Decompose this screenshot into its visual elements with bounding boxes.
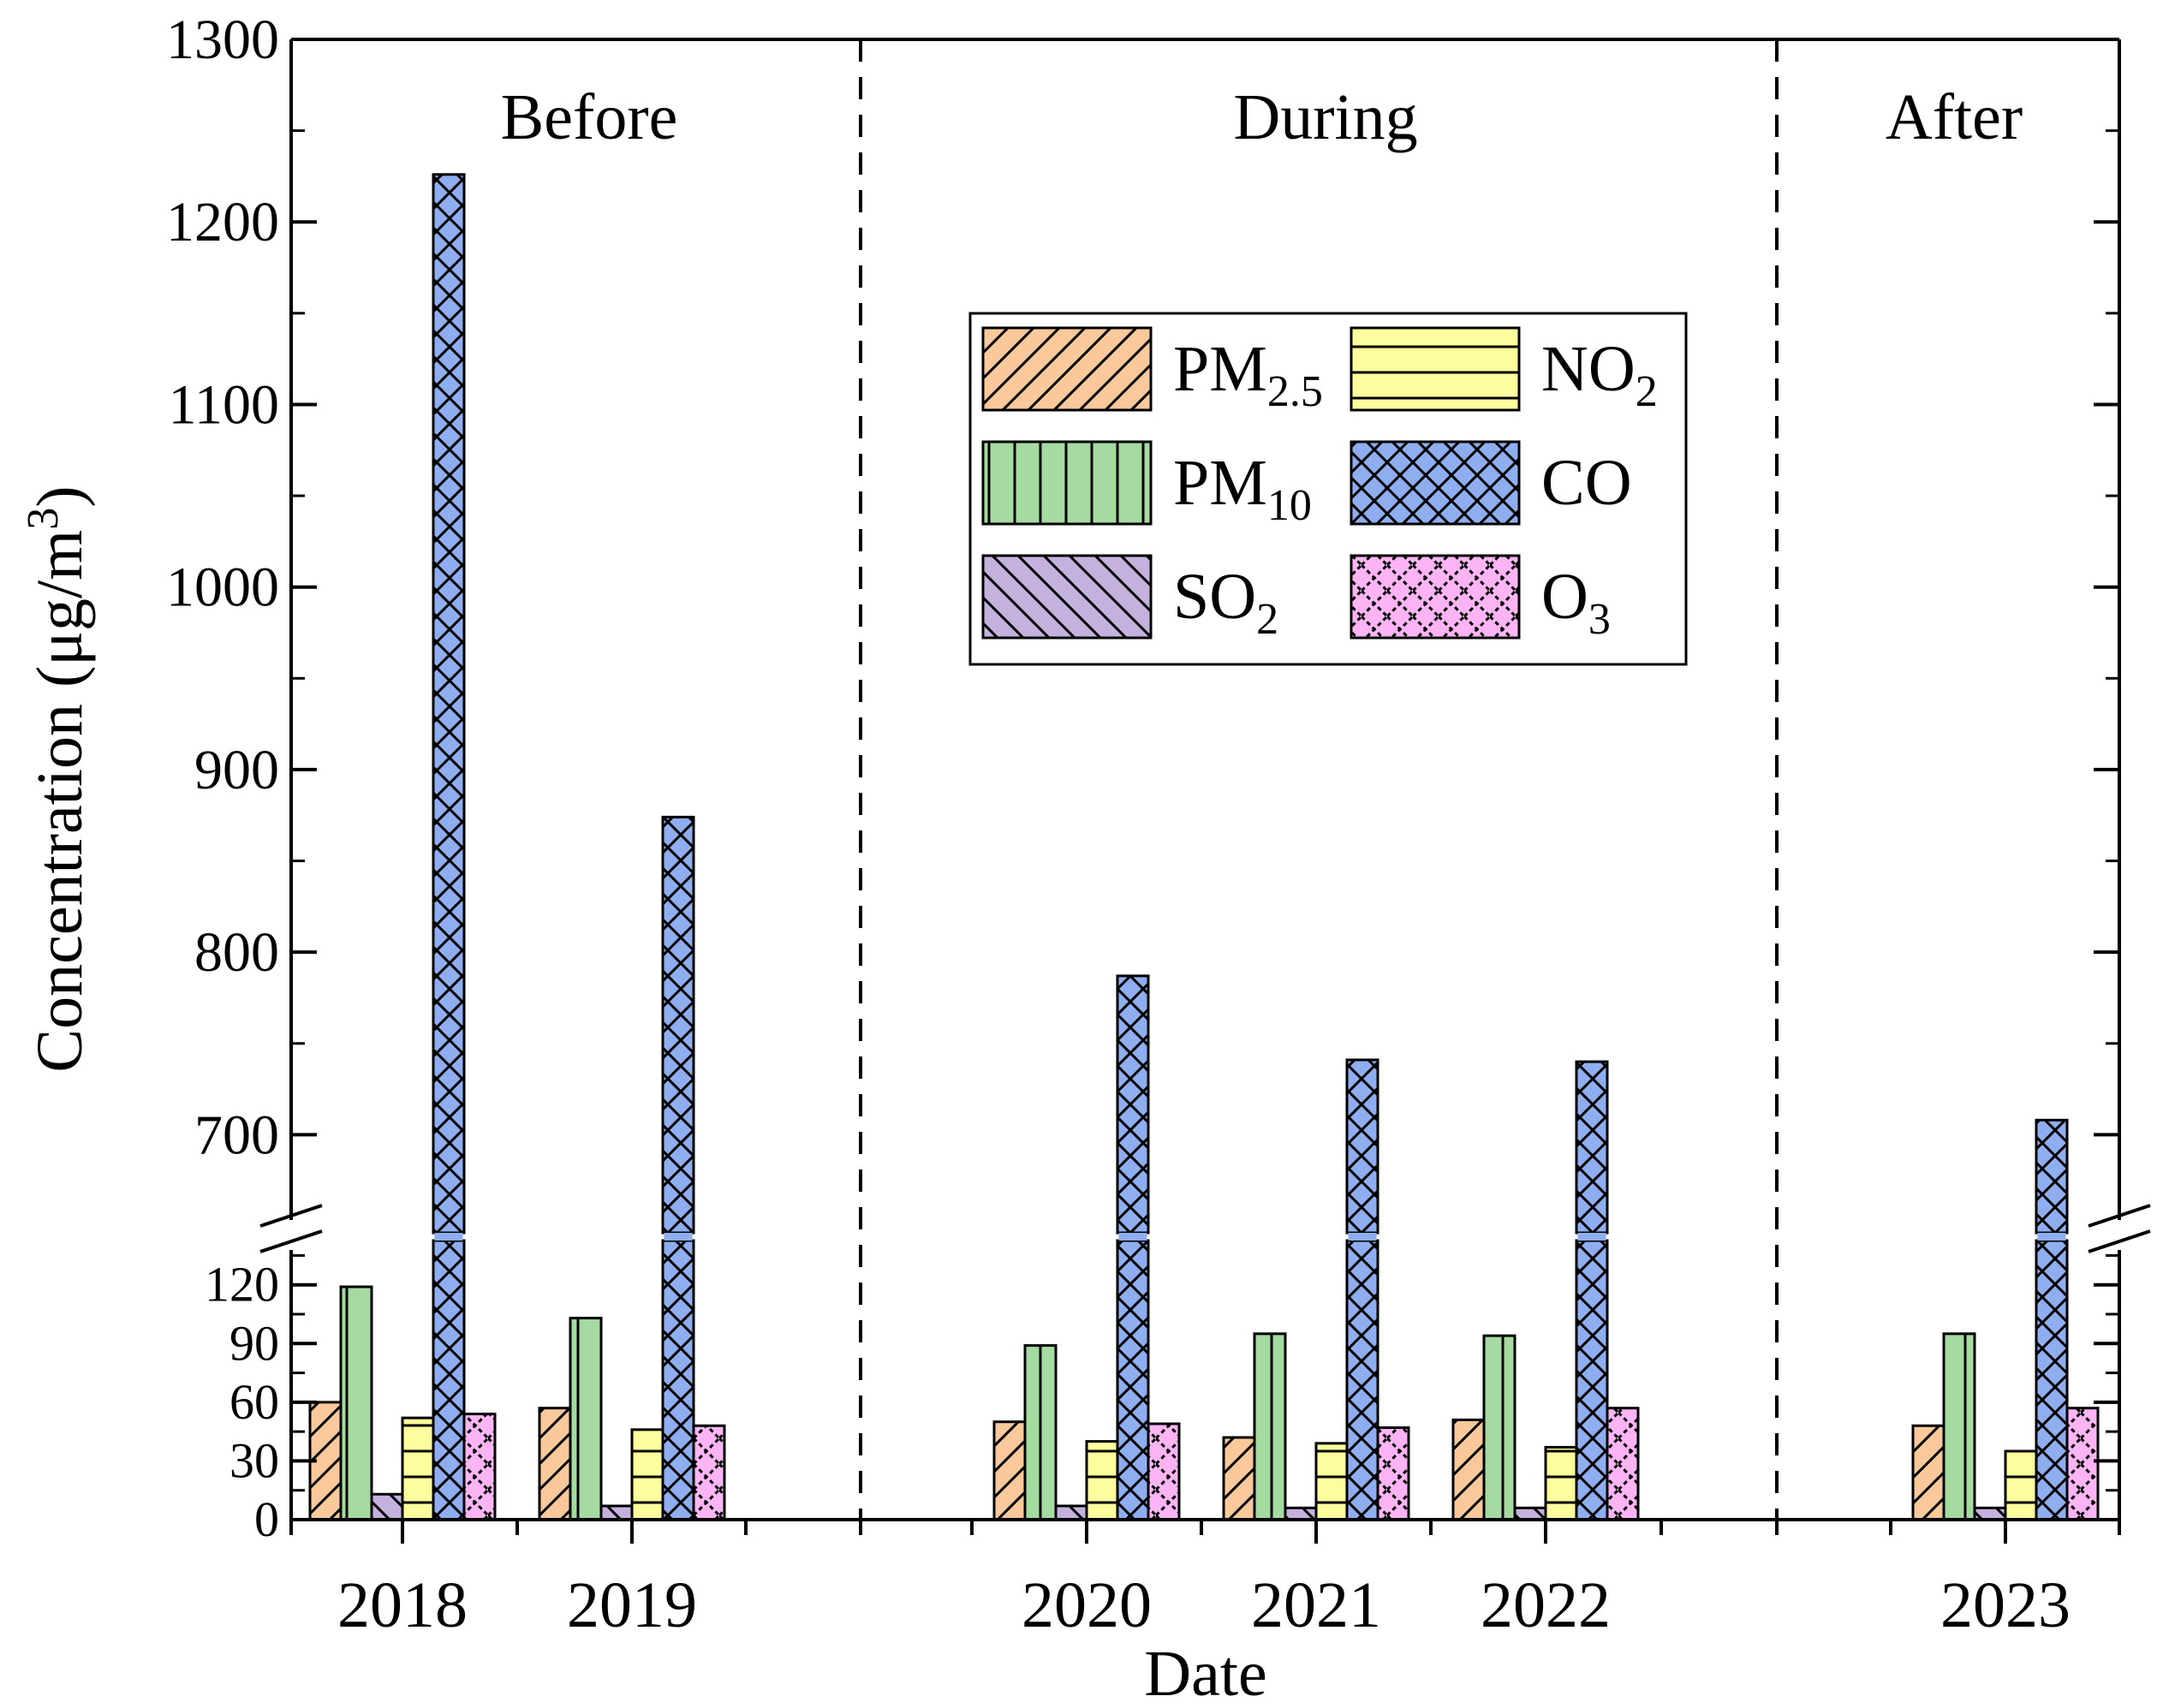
axis-break-right <box>2088 1204 2151 1253</box>
y-tick-label-1000: 1000 <box>166 556 279 619</box>
bar-pm10-2019 <box>569 1317 603 1521</box>
y-tick-label-700: 700 <box>194 1104 279 1166</box>
bar-o3-2018 <box>462 1413 497 1521</box>
legend-item-pm25: PM2.5 <box>981 326 1323 416</box>
legend-label: PM10 <box>1173 447 1312 530</box>
bar-no2-2019 <box>630 1428 664 1521</box>
legend-item-no2: NO2 <box>1350 326 1658 416</box>
y-tick-label-900: 900 <box>194 739 279 801</box>
y-tick-label-1100: 1100 <box>168 373 279 436</box>
y-tick-label-1300: 1300 <box>166 9 279 71</box>
bar-pm25-2021 <box>1222 1436 1256 1521</box>
legend-swatch <box>1350 440 1521 526</box>
bar-co-2022 <box>1575 1060 1609 1521</box>
y-axis-title: Concentration (μg/m3) <box>19 485 96 1072</box>
legend-label: SO2 <box>1173 561 1278 644</box>
bar-o3-2021 <box>1376 1426 1410 1521</box>
legend-item-pm10: PM10 <box>981 440 1312 530</box>
bar-pm25-2020 <box>992 1420 1027 1521</box>
bar-no2-2021 <box>1314 1442 1349 1521</box>
bar-pm10-2021 <box>1253 1332 1287 1521</box>
legend-item-co: CO <box>1350 440 1632 526</box>
y-tick-label-120: 120 <box>205 1257 279 1312</box>
bar-pm10-2020 <box>1023 1344 1058 1521</box>
bar-pm25-2022 <box>1451 1418 1486 1521</box>
y-tick-label-1200: 1200 <box>166 191 279 253</box>
bar-pm10-2022 <box>1482 1334 1516 1521</box>
bar-co-2023 <box>2035 1118 2069 1521</box>
bar-no2-2023 <box>2004 1449 2038 1521</box>
bar-so2-2019 <box>599 1504 634 1521</box>
y-tick-label-0: 0 <box>254 1491 279 1547</box>
period-label-after: After <box>1886 81 2023 153</box>
x-tick-label-2023: 2023 <box>1940 1569 2071 1641</box>
period-label-during: During <box>1233 81 1417 153</box>
x-tick-label-2019: 2019 <box>567 1569 697 1641</box>
bar-co-2019 <box>661 815 695 1521</box>
period-label-before: Before <box>501 81 678 153</box>
y-tick-label-30: 30 <box>229 1432 279 1488</box>
bar-o3-2020 <box>1147 1422 1181 1521</box>
bar-so2-2021 <box>1284 1506 1318 1521</box>
x-tick-label-2020: 2020 <box>1022 1569 1152 1641</box>
bar-pm10-2018 <box>339 1285 373 1521</box>
legend-label: O3 <box>1541 561 1611 644</box>
legend: PM2.5 NO2 PM10 CO SO2 O3 <box>968 312 1688 666</box>
legend-label: PM2.5 <box>1173 333 1323 416</box>
bar-pm10-2023 <box>1942 1332 1976 1521</box>
x-axis-title: Date <box>1144 1638 1266 1704</box>
y-tick-label-90: 90 <box>229 1315 279 1371</box>
y-tick-label-800: 800 <box>194 921 279 984</box>
x-tick-label-2018: 2018 <box>337 1569 468 1641</box>
bar-pm25-2019 <box>538 1407 572 1521</box>
bar-no2-2020 <box>1085 1440 1119 1521</box>
legend-swatch <box>1350 326 1521 412</box>
bar-no2-2022 <box>1544 1445 1578 1521</box>
bar-so2-2020 <box>1054 1504 1088 1521</box>
bar-o3-2022 <box>1606 1407 1640 1521</box>
legend-label: NO2 <box>1541 333 1658 416</box>
bar-pm25-2023 <box>1911 1424 1945 1521</box>
legend-item-o3: O3 <box>1350 554 1611 644</box>
legend-swatch <box>981 554 1153 640</box>
legend-swatch <box>981 326 1153 412</box>
bar-so2-2018 <box>370 1492 404 1521</box>
x-tick-label-2021: 2021 <box>1251 1569 1381 1641</box>
legend-swatch <box>981 440 1153 526</box>
bar-no2-2018 <box>401 1416 435 1521</box>
x-tick-label-2022: 2022 <box>1481 1569 1611 1641</box>
bar-so2-2022 <box>1513 1506 1547 1521</box>
y-tick-label-60: 60 <box>229 1374 279 1430</box>
bar-o3-2019 <box>692 1424 726 1521</box>
bar-co-2018 <box>432 173 466 1521</box>
legend-swatch <box>1350 554 1521 640</box>
legend-label: CO <box>1541 447 1632 519</box>
axes-layer <box>259 38 2151 1545</box>
bar-o3-2023 <box>2065 1407 2100 1521</box>
bar-co-2020 <box>1116 974 1150 1521</box>
bar-co-2021 <box>1345 1058 1379 1521</box>
axis-break-left <box>259 1204 323 1253</box>
bar-so2-2023 <box>1973 1506 2007 1521</box>
legend-item-so2: SO2 <box>981 554 1278 644</box>
